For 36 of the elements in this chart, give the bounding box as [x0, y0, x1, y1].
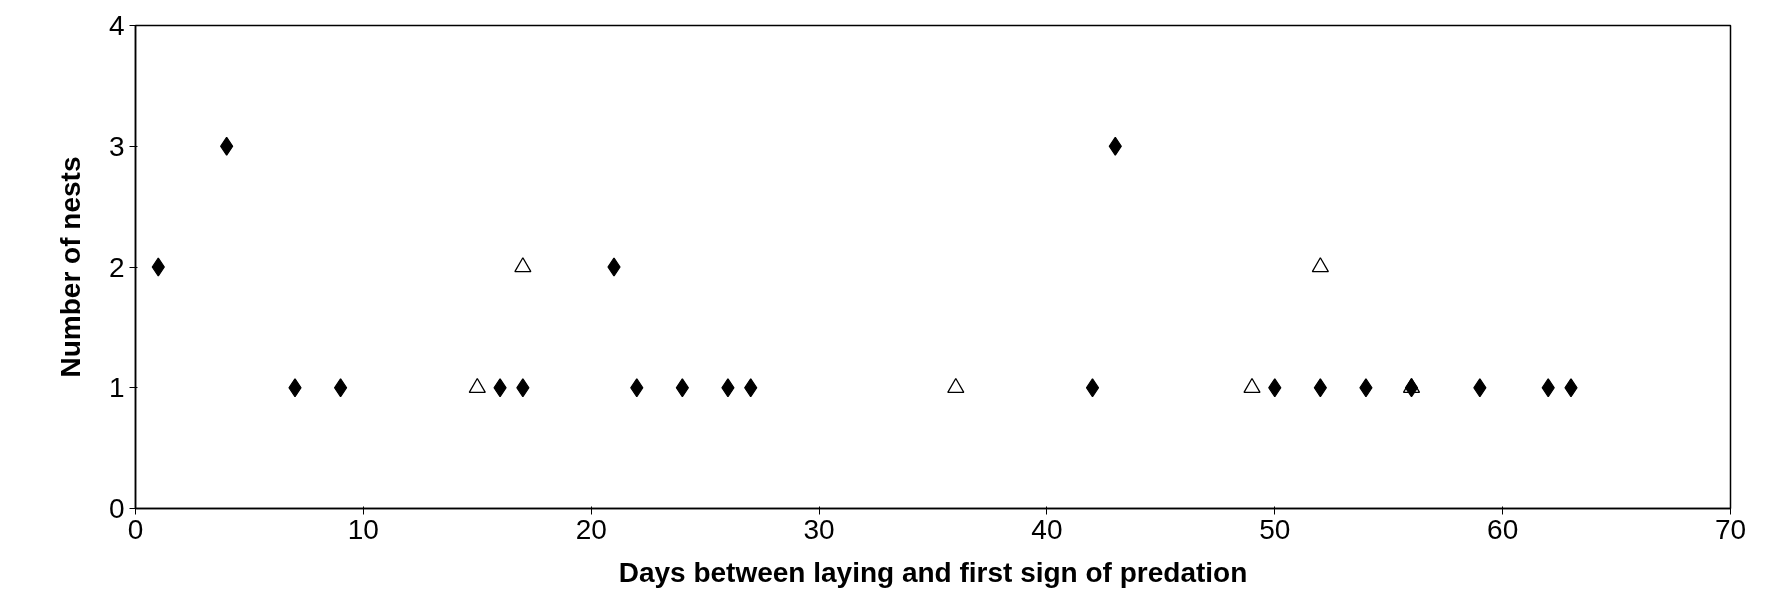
point: [1268, 378, 1282, 398]
x-tick-label: 20: [575, 513, 607, 545]
y-tick-label: 3: [108, 130, 125, 162]
point: [516, 378, 530, 398]
point: [607, 257, 621, 277]
point: [675, 378, 690, 398]
x-tick-label: 40: [1031, 513, 1063, 545]
point: [744, 378, 758, 398]
x-axis-title: Days between laying and first sign of predation: [618, 556, 1248, 588]
point: [333, 378, 348, 398]
y-axis-title: Number of nests: [54, 156, 86, 378]
point: [1085, 378, 1100, 398]
point: [493, 378, 507, 398]
point: [1313, 378, 1328, 398]
point: [1541, 378, 1555, 398]
y-tick-label: 2: [108, 251, 125, 283]
point: [630, 378, 644, 398]
y-tick-label: 0: [108, 493, 125, 524]
point: [288, 378, 302, 398]
x-tick-label: 60: [1487, 513, 1519, 545]
point: [514, 257, 532, 273]
point: [1108, 136, 1122, 156]
point: [219, 136, 234, 156]
x-tick-label: 30: [803, 513, 835, 545]
x-tick-label: 10: [347, 513, 379, 545]
point: [1404, 378, 1419, 398]
point: [721, 378, 735, 398]
y-tick-label: 4: [108, 10, 125, 41]
x-tick-label: 70: [1714, 513, 1747, 545]
point: [1359, 378, 1373, 398]
point: [151, 257, 165, 277]
point: [1311, 257, 1330, 273]
point: [1564, 378, 1578, 398]
y-tick-label: 1: [108, 372, 125, 404]
point: [1473, 378, 1487, 398]
x-tick-label: 50: [1259, 513, 1291, 545]
